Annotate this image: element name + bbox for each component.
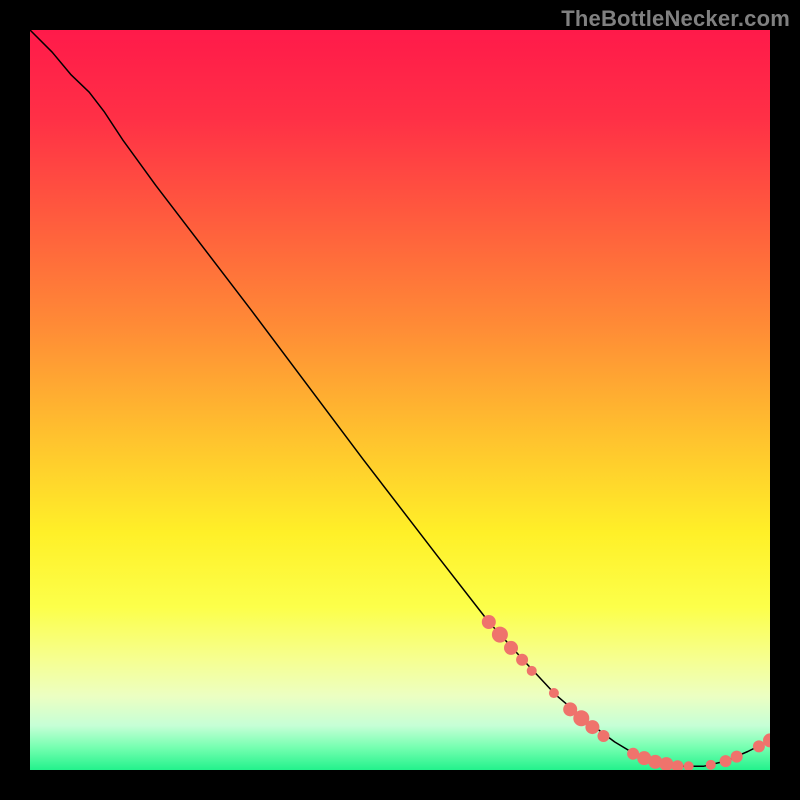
chart-frame: TheBottleNecker.com <box>0 0 800 800</box>
data-marker <box>516 654 528 666</box>
gradient-background <box>30 30 770 770</box>
data-marker <box>482 615 496 629</box>
data-marker <box>731 751 743 763</box>
data-marker <box>753 740 765 752</box>
data-marker <box>706 760 716 770</box>
watermark-text: TheBottleNecker.com <box>561 6 790 32</box>
data-marker <box>585 720 599 734</box>
data-marker <box>598 730 610 742</box>
data-marker <box>549 688 559 698</box>
data-marker <box>720 755 732 767</box>
data-marker <box>527 666 537 676</box>
data-marker <box>492 627 508 643</box>
plot-svg <box>30 30 770 770</box>
data-marker <box>504 641 518 655</box>
plot-area <box>30 30 770 770</box>
